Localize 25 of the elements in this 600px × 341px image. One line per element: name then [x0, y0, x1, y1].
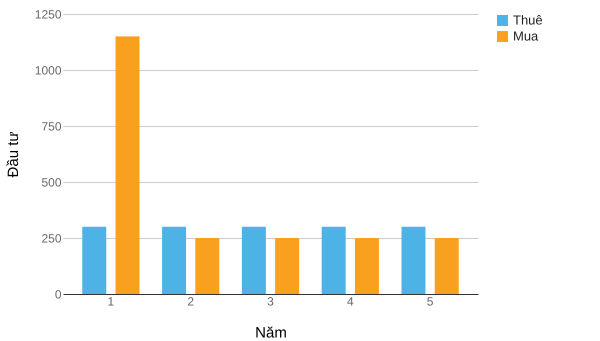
y-tick-label: 1250: [34, 8, 62, 22]
bar: [275, 238, 300, 294]
bar: [434, 238, 459, 294]
x-axis-title: Năm: [255, 324, 287, 341]
bar: [82, 226, 106, 294]
bar: [116, 36, 140, 294]
x-tick-label: 5: [426, 294, 434, 308]
y-tick-label: 0: [54, 288, 62, 302]
y-tick-label: 750: [41, 120, 62, 134]
x-tick-label: 2: [187, 294, 194, 308]
y-tick-label: 500: [41, 176, 62, 190]
y-axis-title: Đầu tư: [4, 132, 22, 178]
x-tick-label: 3: [267, 294, 274, 308]
bar: [195, 238, 220, 294]
y-tick-label: 250: [41, 232, 62, 246]
y-tick-label: 1000: [34, 64, 62, 78]
bar: [354, 238, 379, 294]
legend-label: Mua: [513, 28, 540, 44]
legend-label: Thuê: [513, 12, 543, 28]
bar: [162, 226, 186, 294]
bar: [401, 226, 426, 294]
bar: [322, 226, 346, 294]
x-tick-label: 4: [346, 294, 354, 308]
bar: [242, 226, 266, 294]
x-tick-label: 1: [108, 294, 115, 308]
